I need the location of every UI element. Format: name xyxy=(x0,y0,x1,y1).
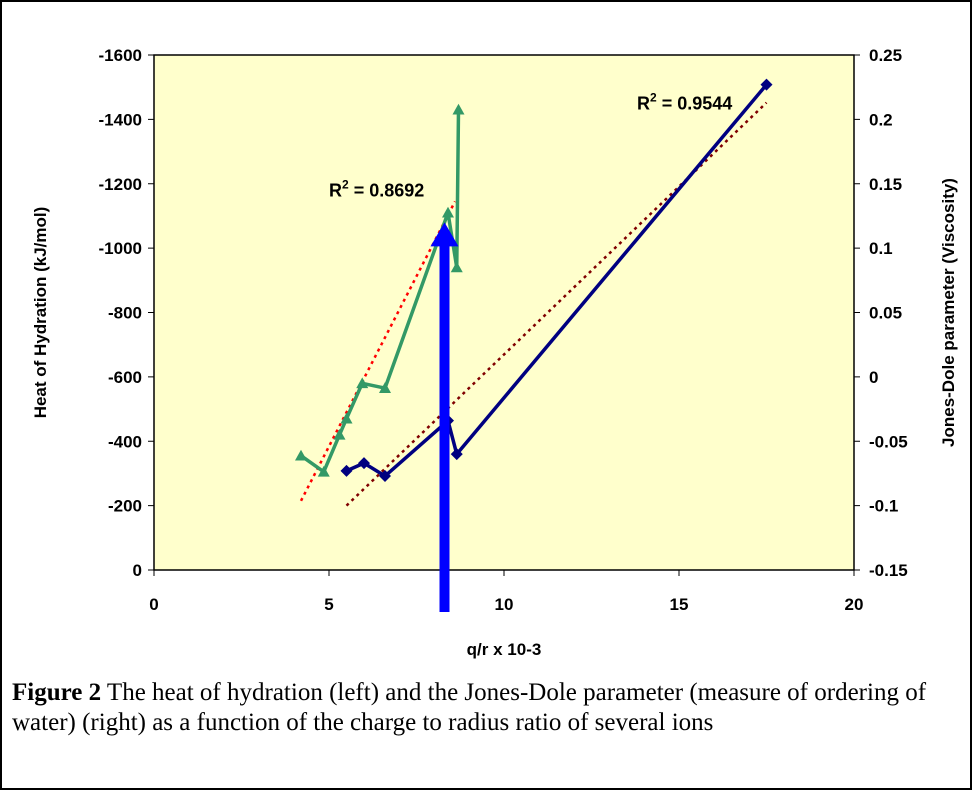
y-right-tick-label: 0.05 xyxy=(869,304,902,323)
x-tick-label: 5 xyxy=(324,595,333,614)
y-left-tick-label: -1000 xyxy=(99,239,142,258)
y-left-tick-label: -1400 xyxy=(99,110,142,129)
highlight-arrow-head xyxy=(430,222,459,247)
y-axis-left-title: Heat of Hydration (kJ/mol) xyxy=(31,207,50,419)
x-axis-title: q/r x 10-3 xyxy=(467,640,542,659)
figure-caption: Figure 2 The heat of hydration (left) an… xyxy=(12,678,962,738)
data-point xyxy=(450,448,463,461)
y-left-tick-label: -1600 xyxy=(99,46,142,65)
y-left-tick-label: -400 xyxy=(108,432,142,451)
data-point xyxy=(450,261,463,273)
data-point xyxy=(379,470,391,483)
y-right-tick-label: -0.15 xyxy=(869,561,908,580)
y-left-tick-label: -1200 xyxy=(99,175,142,194)
trendline xyxy=(299,200,457,502)
data-point xyxy=(340,464,353,477)
y-left-tick-label: -200 xyxy=(108,497,142,516)
data-point xyxy=(333,428,346,440)
y-right-tick-label: -0.1 xyxy=(869,497,898,516)
r-squared-label: R2 = 0.9544 xyxy=(637,91,732,114)
x-tick-label: 20 xyxy=(845,595,864,614)
y-left-tick-label: -600 xyxy=(108,368,142,387)
plot-area xyxy=(153,54,855,571)
y-axis-right-title: Jones-Dole parameter (Viscosity) xyxy=(939,178,958,447)
x-tick-label: 15 xyxy=(670,595,689,614)
data-point xyxy=(356,377,369,389)
x-tick-label: 0 xyxy=(149,595,158,614)
data-point xyxy=(317,465,330,477)
data-point xyxy=(760,78,773,91)
y-right-tick-label: 0 xyxy=(869,368,878,387)
y-left-tick-label: -800 xyxy=(108,304,142,323)
data-point xyxy=(379,382,391,393)
y-right-tick-label: 0.1 xyxy=(869,239,893,258)
chart: 0 5 10 15 20 0 -200 -400 -600 -800 -1000 -1200 -1400… xyxy=(31,46,958,659)
highlight-arrow-shaft xyxy=(439,244,450,612)
y-left-tick-label: 0 xyxy=(133,561,142,580)
caption-text: The heat of hydration (left) and the Jon… xyxy=(12,679,927,736)
caption-label: Figure 2 xyxy=(12,679,102,706)
data-point xyxy=(358,457,370,470)
data-point xyxy=(442,206,454,218)
data-point xyxy=(340,412,353,424)
y-right-tick-label: 0.15 xyxy=(869,175,902,194)
y-right-tick-label: 0.25 xyxy=(869,46,902,65)
x-tick-label: 10 xyxy=(495,595,514,614)
annotations: R2 = 0.8692 R2 = 0.9544 xyxy=(329,91,732,612)
data-point xyxy=(295,449,307,461)
axis-ticks: 0 5 10 15 20 0 -200 -400 -600 -800 -1000 -1200 -1400… xyxy=(99,46,908,614)
r-squared-label: R2 = 0.8692 xyxy=(329,178,424,201)
data-point xyxy=(452,103,465,115)
y-right-tick-label: 0.2 xyxy=(869,110,893,129)
y-right-tick-label: -0.05 xyxy=(869,432,908,451)
